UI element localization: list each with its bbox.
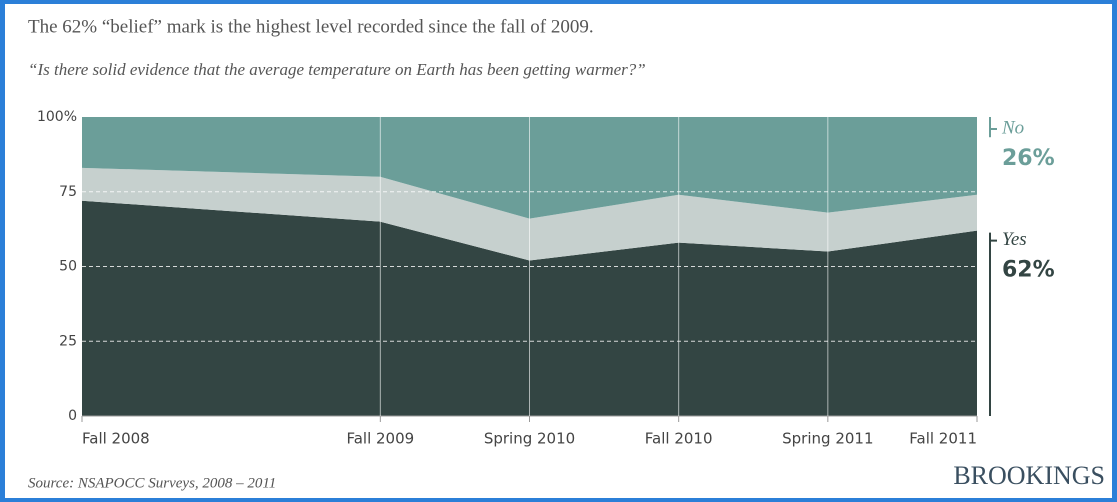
y-tick-label: 75: [59, 184, 77, 200]
y-tick-label: 100%: [37, 109, 77, 125]
brand: BROOKINGS: [953, 461, 1105, 490]
page: The 62% “belief” mark is the highest lev…: [5, 4, 1112, 498]
y-tick-label: 0: [68, 408, 77, 424]
x-tick-label: Fall 2011: [909, 430, 977, 448]
chart-title: The 62% “belief” mark is the highest lev…: [28, 16, 594, 37]
x-tick-label: Fall 2009: [346, 430, 414, 448]
value-label: 62%: [1002, 258, 1055, 283]
chart: The 62% “belief” mark is the highest lev…: [28, 16, 1105, 491]
legend-label: Yes: [1002, 229, 1027, 250]
value-label: 26%: [1002, 146, 1055, 171]
legend-label: No: [1001, 117, 1024, 138]
area: [82, 167, 977, 261]
x-tick-label: Fall 2008: [82, 430, 150, 448]
x-tick-label: Spring 2011: [782, 430, 873, 448]
x-tick-label: Spring 2010: [484, 430, 575, 448]
x-tick-label: Fall 2010: [645, 430, 713, 448]
source: Source: NSAPOCC Surveys, 2008 – 2011: [28, 475, 276, 491]
y-tick-label: 25: [59, 333, 77, 349]
y-tick-label: 50: [59, 259, 77, 275]
chart-subtitle: “Is there solid evidence that the averag…: [28, 60, 646, 79]
